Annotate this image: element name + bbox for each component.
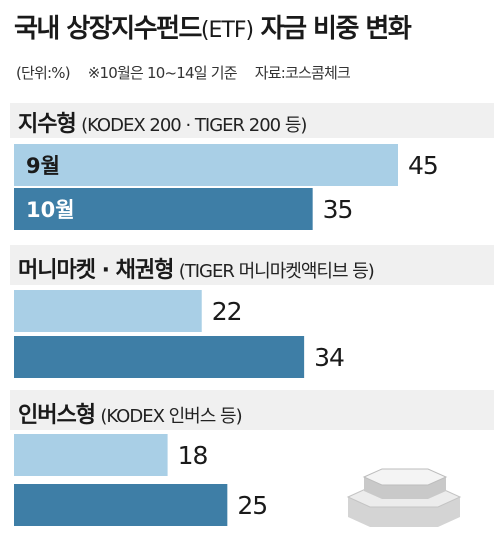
group-note: (KODEX 200 · TIGER 200 등) xyxy=(81,115,307,136)
value-label: 25 xyxy=(237,491,267,520)
title-main: 국내 상장지수펀드 xyxy=(14,14,202,44)
group-name: 머니마켓 · 채권형 xyxy=(18,258,174,283)
value-label: 35 xyxy=(323,195,353,224)
value-label: 34 xyxy=(314,343,344,372)
group-header-band-inverse xyxy=(10,390,494,430)
value-label: 45 xyxy=(408,151,438,180)
title-rest: 자금 비중 변화 xyxy=(253,14,412,44)
date-note: ※10월은 10~14일 기준 xyxy=(87,64,238,82)
bar-october-2 xyxy=(14,484,228,526)
bar-october-0 xyxy=(14,188,313,230)
unit-label: (단위:%) xyxy=(16,64,71,82)
group-note: (TIGER 머니마켓액티브 등) xyxy=(178,261,375,282)
group-name: 지수형 xyxy=(18,112,77,137)
group-header-index: 지수형 (KODEX 200 · TIGER 200 등) xyxy=(18,106,307,138)
group-header-band-index xyxy=(10,103,494,138)
bar-september-0 xyxy=(14,144,398,186)
group-name: 인버스형 xyxy=(18,403,96,428)
group-note: (KODEX 인버스 등) xyxy=(100,406,242,427)
chart-meta: (단위:%) ※10월은 10~14일 기준 자료:코스콤체크 xyxy=(16,62,364,83)
bar-october-1 xyxy=(14,336,305,378)
source-label: 자료:코스콤체크 xyxy=(254,64,351,82)
group-header-inverse: 인버스형 (KODEX 인버스 등) xyxy=(18,397,243,429)
chart-title: 국내 상장지수펀드(ETF) 자금 비중 변화 xyxy=(14,8,412,45)
value-label: 22 xyxy=(212,297,242,326)
group-header-moneymarket: 머니마켓 · 채권형 (TIGER 머니마켓액티브 등) xyxy=(18,252,375,284)
series-label: 10월 xyxy=(26,198,75,222)
bar-september-1 xyxy=(14,290,202,332)
group-header-band-moneymarket xyxy=(10,245,494,285)
value-label: 18 xyxy=(178,441,208,470)
title-etf: (ETF) xyxy=(200,18,254,43)
bar-september-2 xyxy=(14,434,168,476)
series-label: 9월 xyxy=(26,154,60,178)
stacked-coins-icon xyxy=(346,468,462,527)
